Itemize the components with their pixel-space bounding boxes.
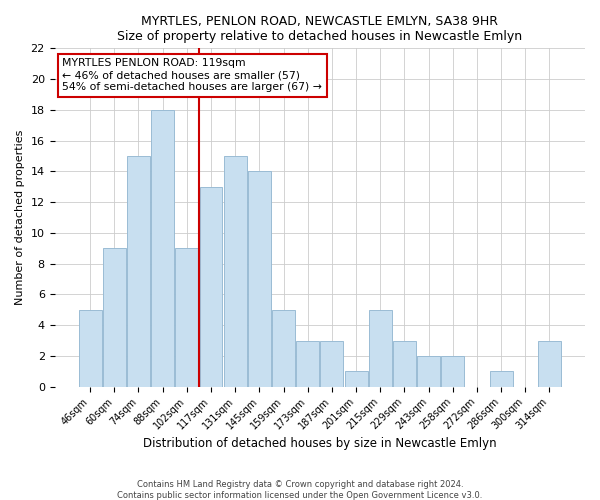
Bar: [151, 110, 174, 386]
X-axis label: Distribution of detached houses by size in Newcastle Emlyn: Distribution of detached houses by size …: [143, 437, 497, 450]
Bar: [127, 156, 150, 386]
Bar: [441, 356, 464, 386]
Bar: [393, 340, 416, 386]
Bar: [248, 172, 271, 386]
Text: Contains HM Land Registry data © Crown copyright and database right 2024.
Contai: Contains HM Land Registry data © Crown c…: [118, 480, 482, 500]
Bar: [224, 156, 247, 386]
Text: MYRTLES PENLON ROAD: 119sqm
← 46% of detached houses are smaller (57)
54% of sem: MYRTLES PENLON ROAD: 119sqm ← 46% of det…: [62, 58, 322, 92]
Bar: [272, 310, 295, 386]
Bar: [538, 340, 561, 386]
Bar: [200, 187, 223, 386]
Bar: [344, 372, 368, 386]
Bar: [296, 340, 319, 386]
Bar: [417, 356, 440, 386]
Bar: [79, 310, 101, 386]
Bar: [369, 310, 392, 386]
Title: MYRTLES, PENLON ROAD, NEWCASTLE EMLYN, SA38 9HR
Size of property relative to det: MYRTLES, PENLON ROAD, NEWCASTLE EMLYN, S…: [117, 15, 523, 43]
Bar: [103, 248, 126, 386]
Bar: [490, 372, 512, 386]
Bar: [175, 248, 198, 386]
Bar: [320, 340, 343, 386]
Y-axis label: Number of detached properties: Number of detached properties: [15, 130, 25, 305]
